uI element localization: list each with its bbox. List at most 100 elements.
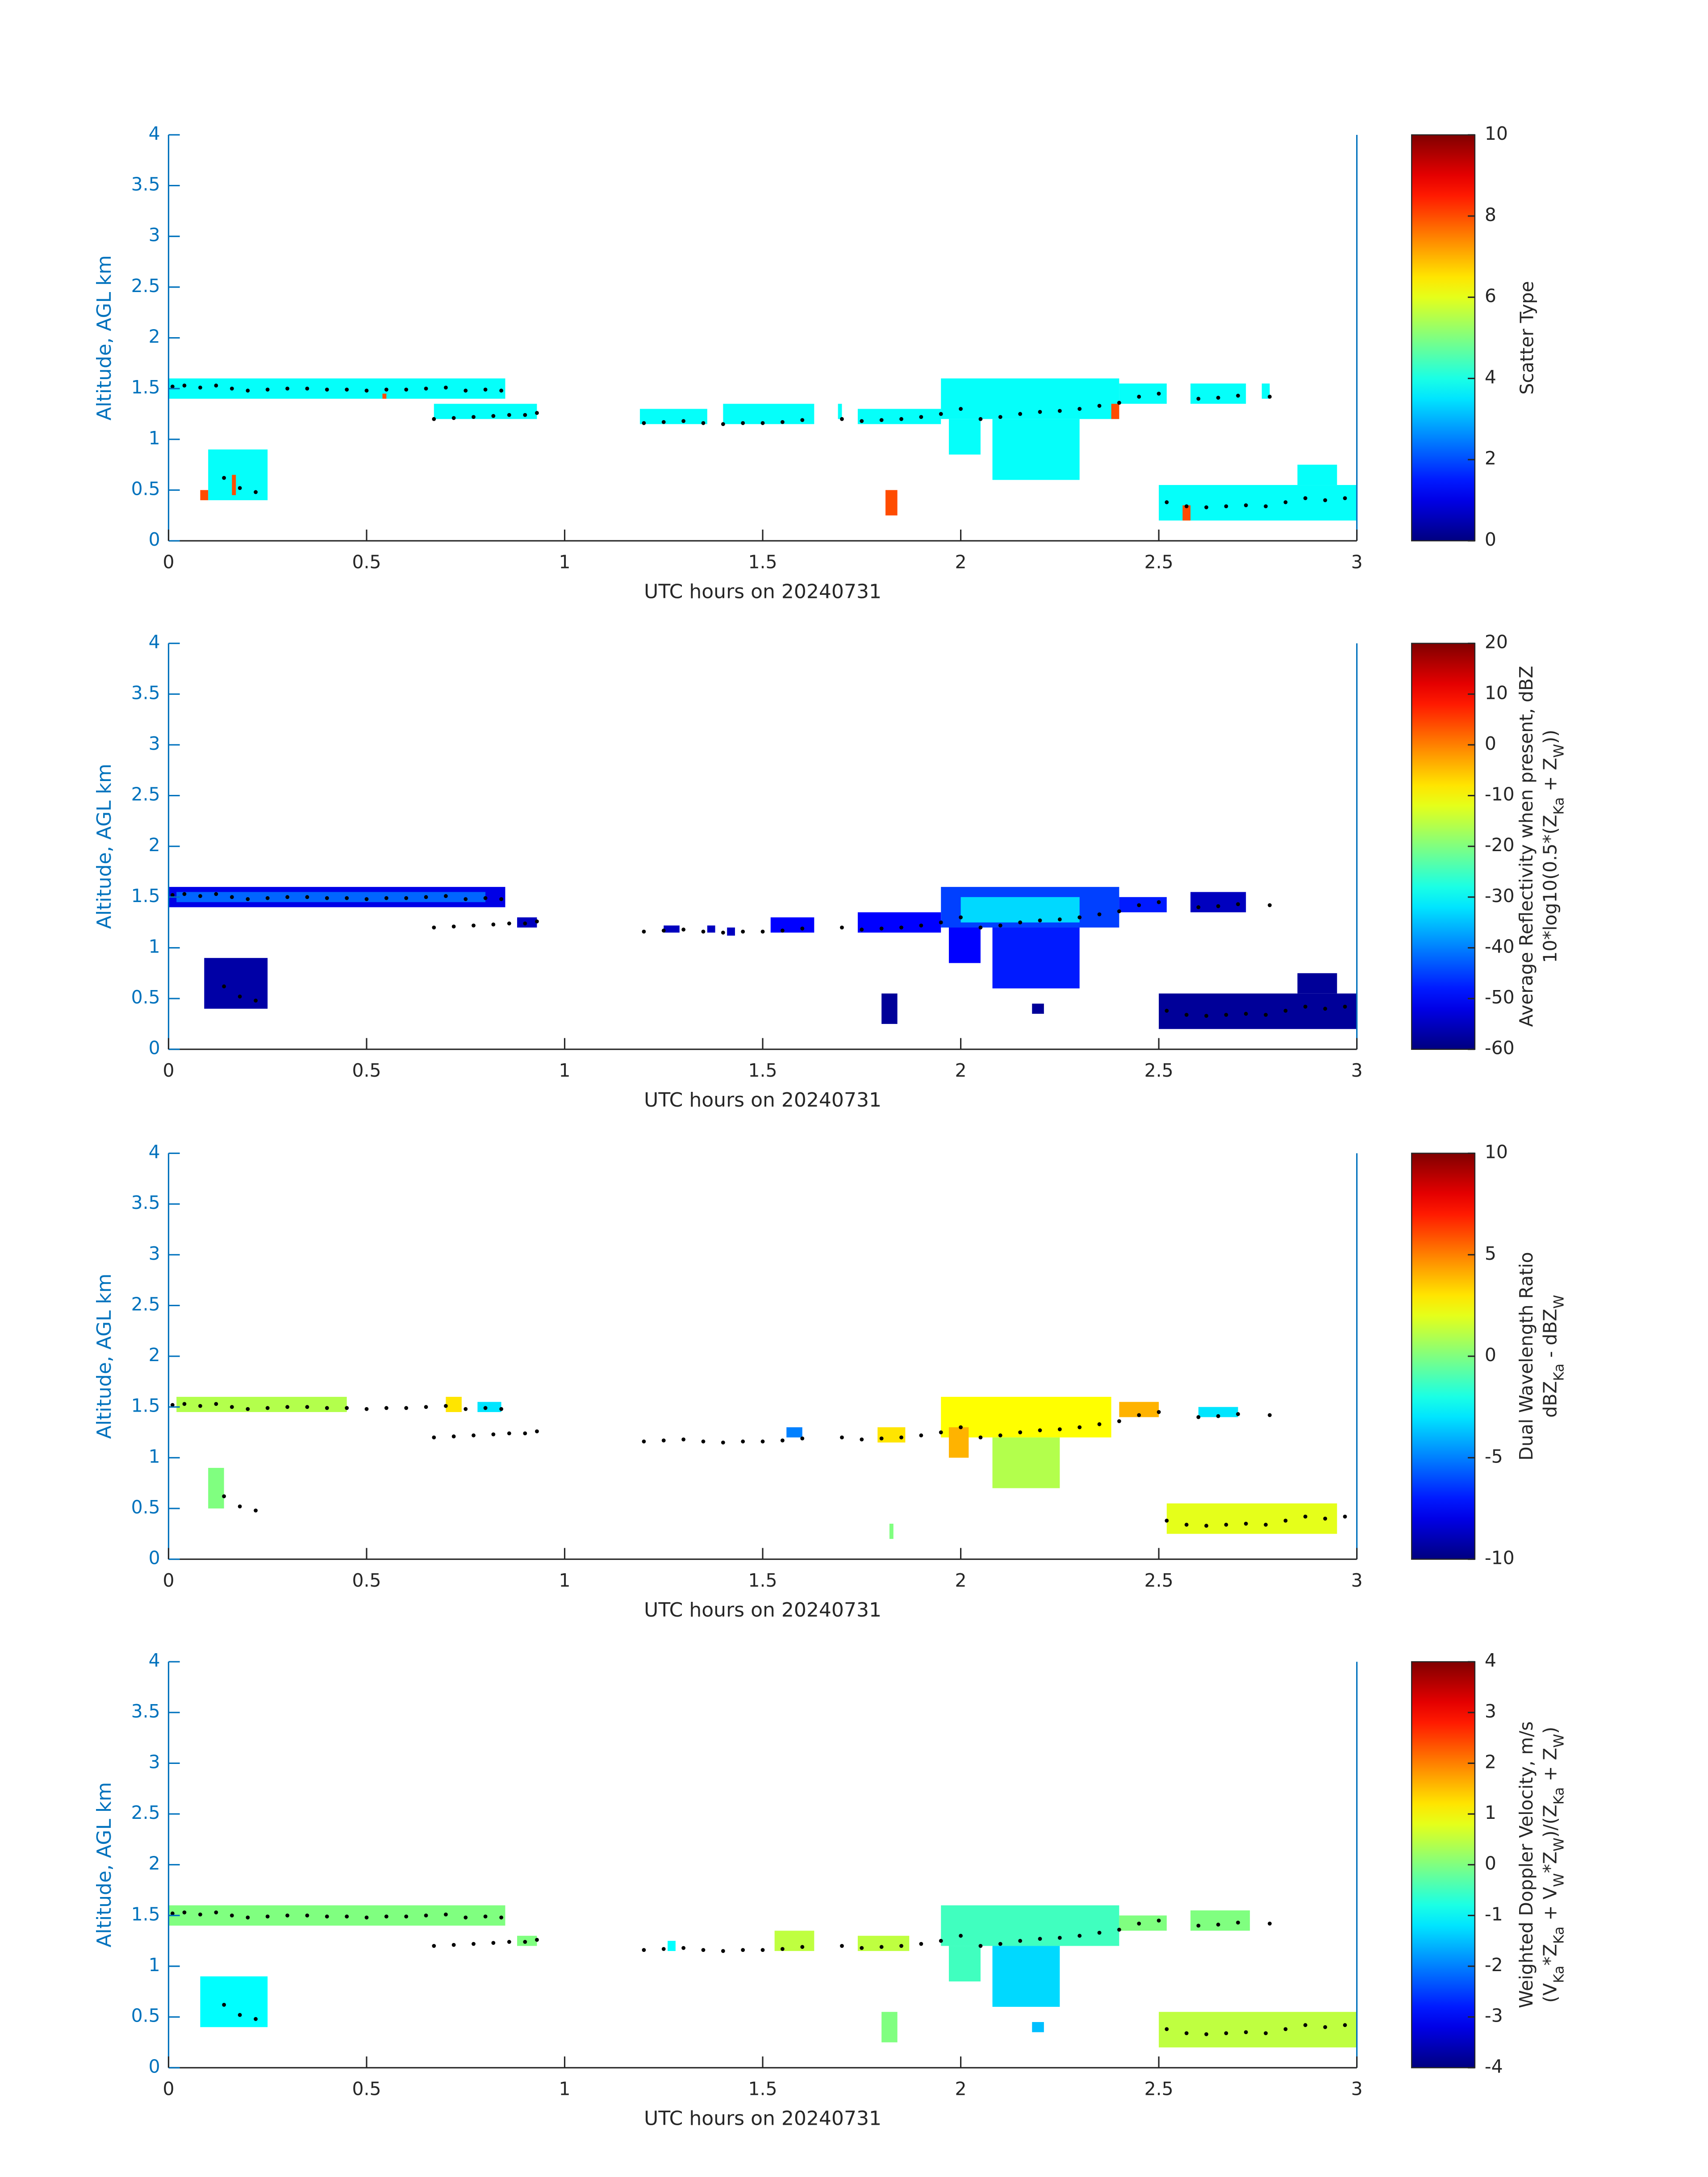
cloud-base-dot <box>681 1437 686 1442</box>
cloud-base-dot <box>443 1404 448 1408</box>
cloud-base-dot <box>661 1947 666 1951</box>
colorbar-label-part: W <box>1551 1295 1567 1308</box>
data-cell <box>727 928 735 936</box>
cloud-base-dot <box>238 994 242 999</box>
colorbar-label-part: + Z <box>1539 758 1561 797</box>
x-tick-label: 1.5 <box>748 1060 777 1081</box>
cloud-base-dot <box>214 383 218 388</box>
y-tick-label: 4 <box>149 1141 160 1163</box>
cloud-base-dot <box>1204 505 1208 510</box>
colorbar-label: 10*log10(0.5*(ZKa + ZW)) <box>1539 730 1567 963</box>
cloud-base-dot <box>721 1949 725 1953</box>
cloud-base-dot <box>464 1407 468 1411</box>
data-cell <box>992 928 1080 989</box>
data-cell <box>857 912 941 933</box>
cloud-base-dot <box>1283 1008 1288 1013</box>
data-cell <box>168 1905 505 1926</box>
data-cell <box>168 378 505 399</box>
colorbar-tick-label: 0 <box>1485 733 1496 754</box>
data-cell <box>1032 2022 1044 2032</box>
cloud-base-dot <box>254 999 258 1003</box>
cloud-base-dot <box>364 1407 369 1411</box>
cloud-base-dot <box>642 1948 646 1952</box>
colorbar-tick-label: 3 <box>1485 1701 1496 1722</box>
cloud-base-dot <box>1038 410 1042 414</box>
colorbar-label-part: )/(Z <box>1539 1805 1561 1838</box>
colorbar-label: Scatter Type <box>1516 281 1537 394</box>
colorbar-tick-label: 2 <box>1485 447 1496 469</box>
y-tick-label: 3 <box>149 1751 160 1772</box>
colorbar-label-part: + Z <box>1539 1748 1561 1787</box>
cloud-base-dot <box>451 1434 456 1438</box>
cloud-base-dot <box>1283 1518 1288 1523</box>
colorbar-tick-label: 0 <box>1485 1853 1496 1874</box>
x-axis-label: UTC hours on 20240731 <box>644 580 881 603</box>
x-tick-label: 0 <box>163 1060 174 1081</box>
cloud-base-dot <box>214 1402 218 1406</box>
cloud-base-dot <box>1216 1922 1220 1927</box>
cloud-base-dot <box>432 1435 436 1440</box>
data-cell <box>960 897 1080 923</box>
cloud-base-dot <box>535 919 539 923</box>
cloud-base-dot <box>472 1942 476 1946</box>
cloud-base-dot <box>1184 504 1189 509</box>
cloud-base-dot <box>800 926 805 931</box>
cloud-base-dot <box>1244 1521 1248 1526</box>
data-cell <box>446 1396 462 1412</box>
y-tick-label: 0 <box>149 1547 160 1569</box>
cloud-base-dot <box>1244 503 1248 507</box>
cloud-base-dot <box>424 1405 428 1409</box>
cloud-base-dot <box>1077 407 1082 411</box>
y-tick-label: 2.5 <box>131 784 160 805</box>
cloud-base-dot <box>345 896 349 900</box>
colorbar-tick-label: -40 <box>1485 936 1515 957</box>
cloud-base-dot <box>499 897 503 901</box>
data-cell <box>948 419 981 455</box>
cloud-base-dot <box>919 1942 923 1946</box>
cloud-base-dot <box>230 895 234 899</box>
cloud-base-dot <box>1018 1430 1023 1434</box>
colorbar-label-part: Ka <box>1551 1363 1567 1381</box>
data-cell <box>1261 383 1270 399</box>
cloud-base-dot <box>1157 900 1161 904</box>
data-cell <box>1119 897 1167 912</box>
data-cell <box>1111 404 1119 419</box>
y-tick-label: 3.5 <box>131 1701 160 1722</box>
cloud-base-dot <box>1018 920 1023 925</box>
colorbar-label-part: Ka <box>1551 1926 1567 1944</box>
cloud-base-dot <box>860 1946 864 1950</box>
cloud-base-dot <box>499 1915 503 1920</box>
y-tick-label: 4 <box>149 123 160 144</box>
cloud-base-dot <box>198 894 202 898</box>
colorbar-label-part: W <box>1551 1838 1567 1851</box>
colorbar <box>1411 1661 1476 2068</box>
cloud-base-dot <box>1165 500 1169 505</box>
cloud-base-dot <box>404 1914 409 1919</box>
x-tick-label: 0.5 <box>352 1570 381 1591</box>
cloud-base-dot <box>1264 1013 1268 1017</box>
cloud-base-dot <box>879 1436 884 1441</box>
colorbar-tick-label: 10 <box>1485 1141 1508 1163</box>
colorbar-tick-label: 10 <box>1485 682 1508 703</box>
data-cell <box>881 993 898 1024</box>
data-cell <box>941 1396 1111 1437</box>
cloud-base-dot <box>491 1432 496 1437</box>
cloud-base-dot <box>464 389 468 393</box>
data-cell <box>1297 973 1337 994</box>
cloud-base-dot <box>1137 903 1141 907</box>
cloud-base-dot <box>998 415 1002 419</box>
colorbar-label-part: W <box>1551 1873 1567 1887</box>
colorbar <box>1411 134 1476 542</box>
cloud-base-dot <box>285 386 289 391</box>
cloud-base-dot <box>443 894 448 898</box>
cloud-base-dot <box>1057 409 1062 413</box>
cloud-base-dot <box>939 412 943 416</box>
data-cell <box>774 1930 814 1951</box>
cloud-base-dot <box>642 1439 646 1444</box>
cloud-base-dot <box>472 415 476 419</box>
cloud-base-dot <box>1268 394 1272 399</box>
cloud-base-dot <box>1196 397 1201 401</box>
y-tick-label: 1 <box>149 936 160 957</box>
cloud-base-dot <box>1057 1427 1062 1432</box>
cloud-base-dot <box>523 1940 527 1944</box>
